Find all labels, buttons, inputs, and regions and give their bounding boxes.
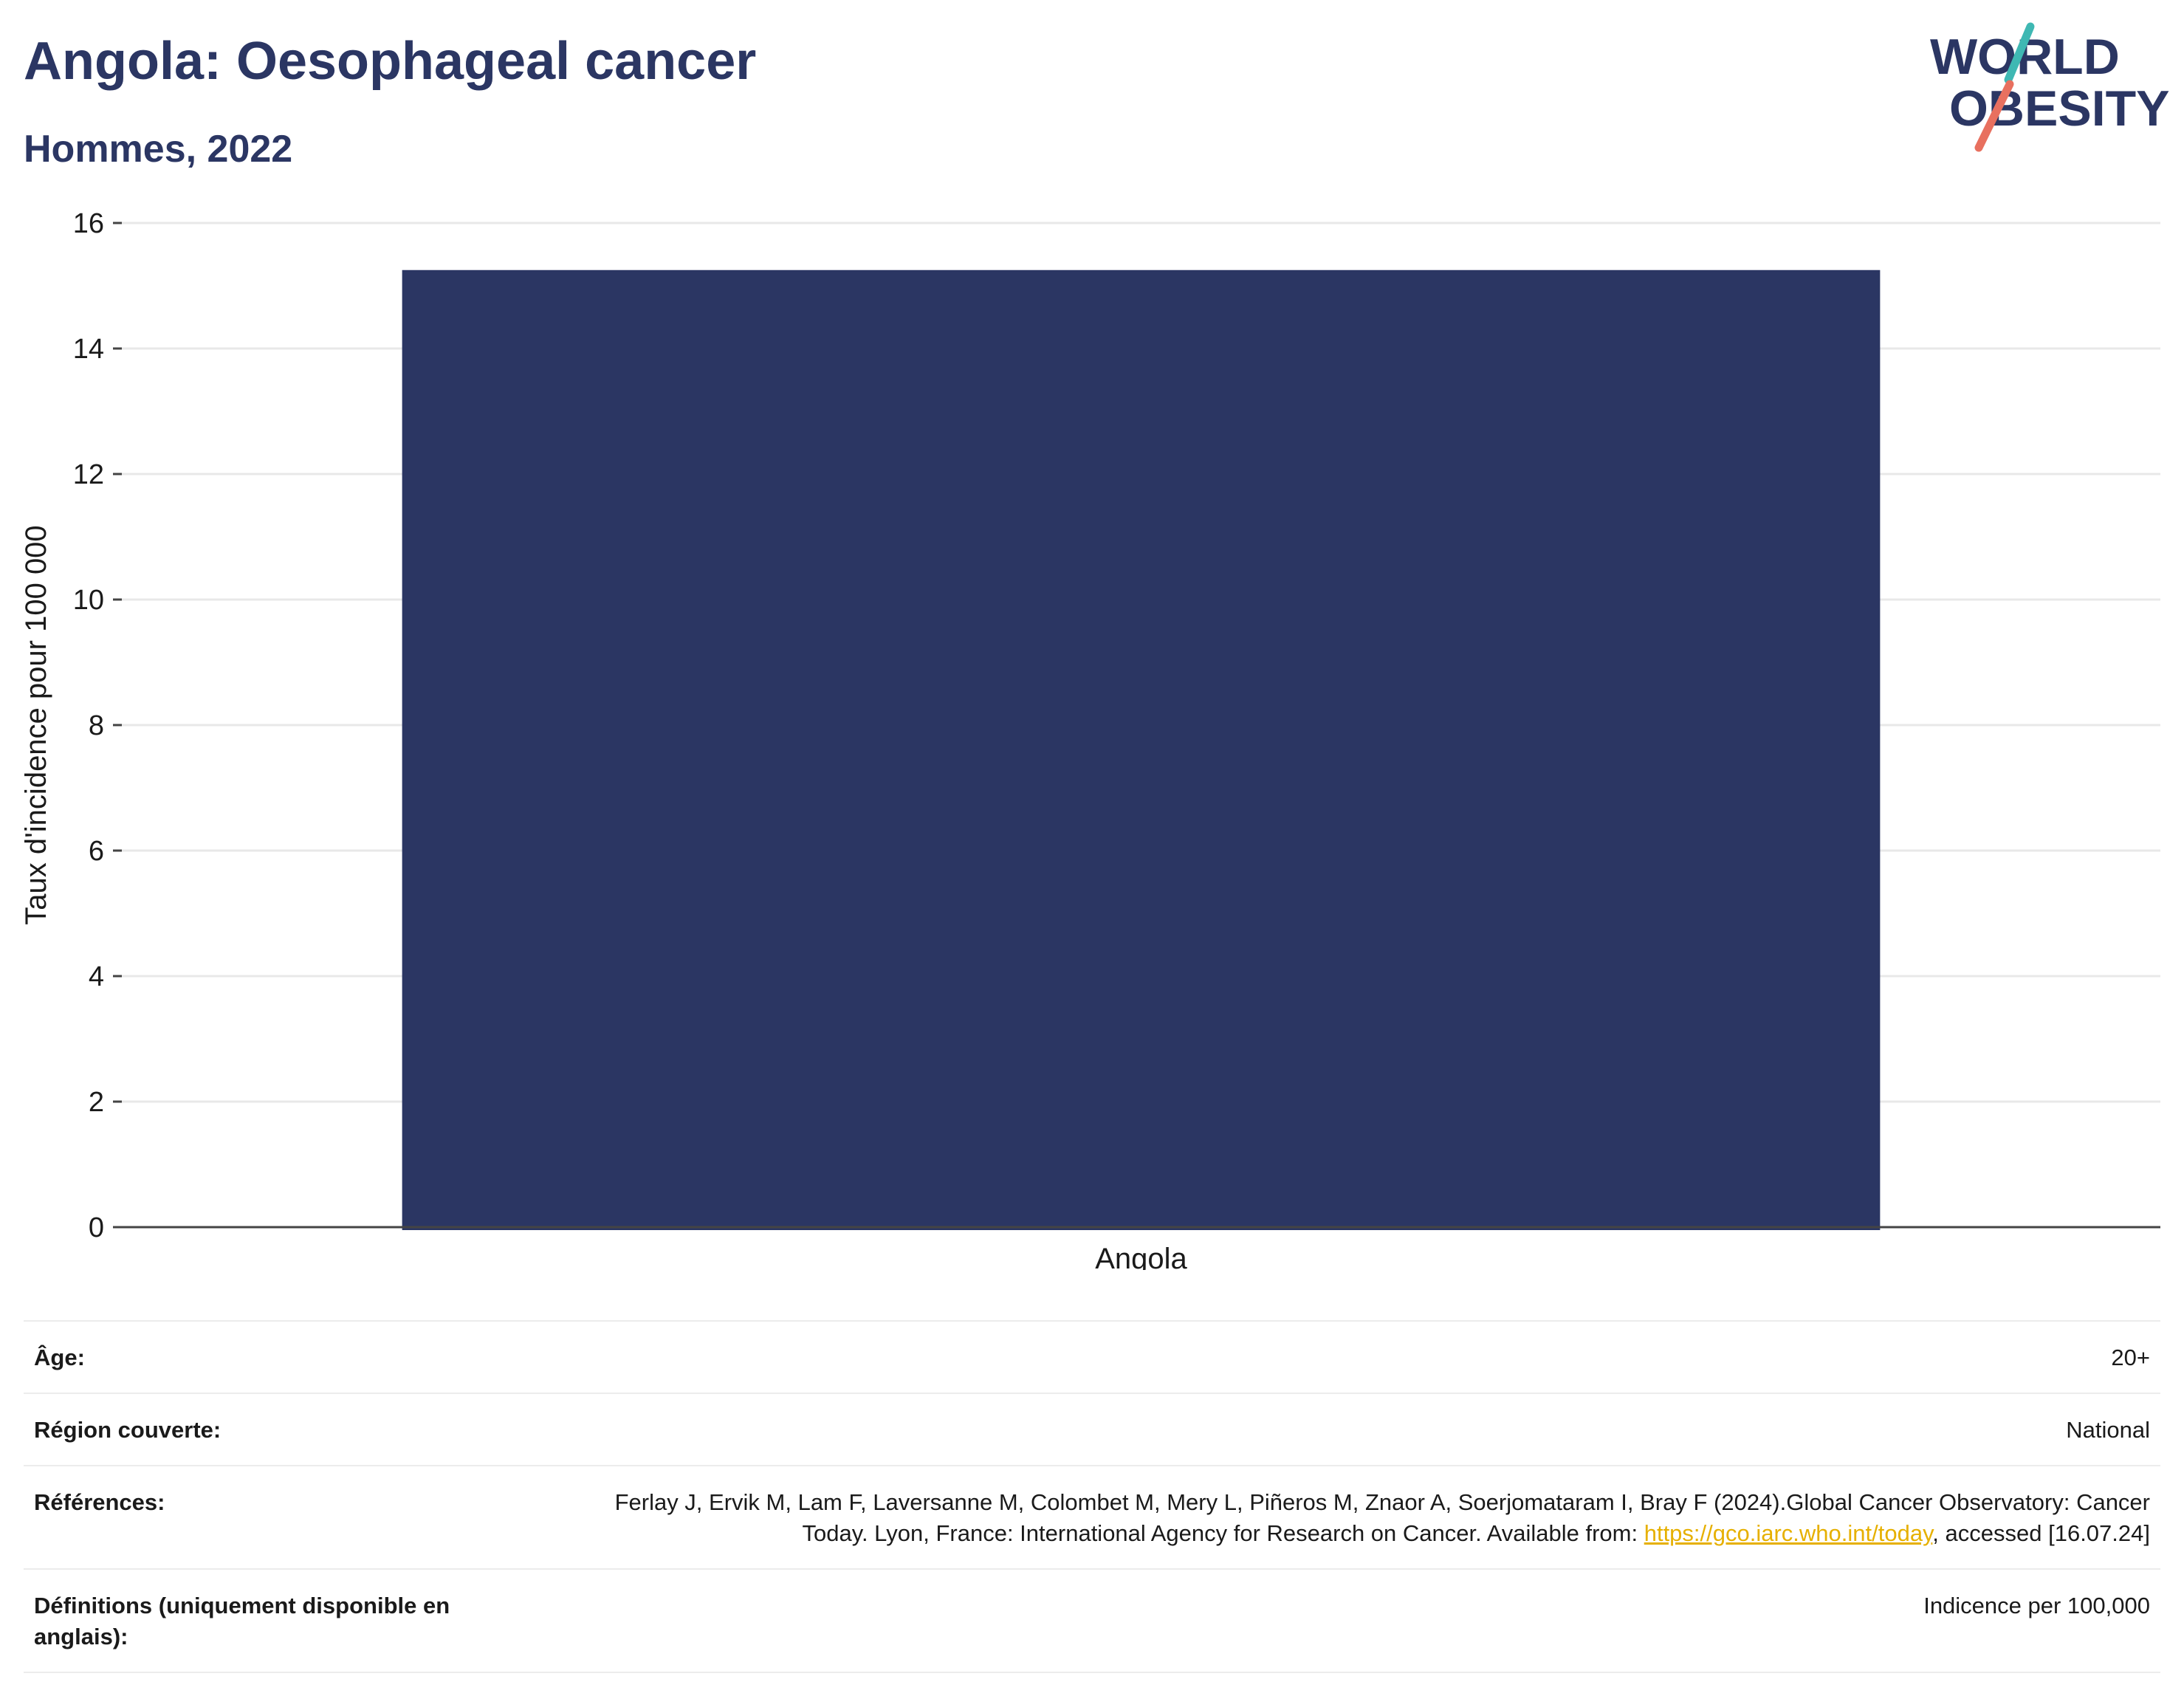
bar-angola	[402, 269, 1881, 1230]
y-tick-label: 12	[73, 459, 104, 490]
info-row-references: Références: Ferlay J, Ervik M, Lam F, La…	[24, 1465, 2160, 1568]
y-tick-label: 2	[89, 1087, 104, 1118]
bars	[402, 269, 1881, 1230]
age-value: 20+	[2111, 1345, 2150, 1370]
references-label: Références:	[34, 1489, 165, 1515]
x-tick-label: Angola	[1095, 1243, 1187, 1270]
world-obesity-logo: WORLD OBESITY	[1930, 22, 2170, 152]
logo-slash-teal	[2004, 22, 2035, 84]
bar-chart: 0 2 4 6 8 10 12 14 16 Angola Taux d'incidence po…	[20, 208, 2160, 1270]
age-label: Âge:	[34, 1345, 85, 1370]
references-tail: , accessed [16.07.24]	[1932, 1520, 2150, 1546]
y-tick-label: 8	[89, 710, 104, 741]
y-tick-label: 14	[73, 334, 104, 365]
references-value: Ferlay J, Ervik M, Lam F, Laversanne M, …	[600, 1487, 2150, 1549]
definitions-label: Définitions (uniquement disponible en an…	[34, 1593, 450, 1649]
info-row-region: Région couverte: National	[24, 1393, 2160, 1465]
logo-slash-coral	[1974, 80, 2014, 152]
references-link[interactable]: https://gco.iarc.who.int/today	[1644, 1520, 1933, 1546]
info-row-definitions: Définitions (uniquement disponible en an…	[24, 1568, 2160, 1673]
y-axis-ticks: 0 2 4 6 8 10 12 14 16	[73, 208, 122, 1243]
info-table: Âge: 20+ Région couverte: National Référ…	[24, 1320, 2160, 1673]
y-tick-label: 16	[73, 208, 104, 239]
references-text: Ferlay J, Ervik M, Lam F, Laversanne M, …	[614, 1489, 2150, 1546]
y-tick-label: 0	[89, 1212, 104, 1243]
y-tick-label: 10	[73, 585, 104, 616]
y-tick-label: 6	[89, 836, 104, 867]
region-value: National	[2066, 1417, 2150, 1443]
logo-line-obesity: OBESITY	[1949, 80, 2170, 137]
definitions-value: Indicence per 100,000	[1923, 1593, 2150, 1618]
y-tick-label: 4	[89, 961, 104, 992]
page-subtitle: Hommes, 2022	[24, 128, 293, 171]
x-axis: Angola	[122, 1226, 2160, 1270]
page-title: Angola: Oesophageal cancer	[24, 32, 757, 91]
y-axis-label: Taux d'incidence pour 100 000	[20, 525, 52, 924]
info-row-age: Âge: 20+	[24, 1320, 2160, 1393]
region-label: Région couverte:	[34, 1417, 222, 1443]
